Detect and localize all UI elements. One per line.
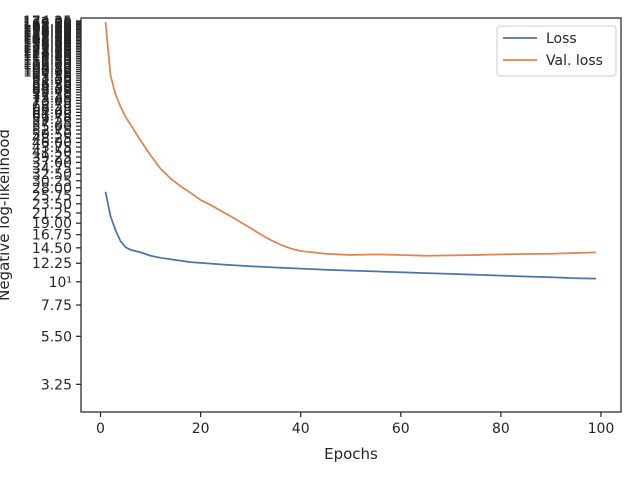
y-tick-label: 95.50 (32, 69, 72, 85)
y-tick-label: 158.50 (23, 23, 72, 39)
y-tick-label: 19.00 (32, 216, 72, 232)
y-tick-label: 129.25 (23, 41, 72, 57)
y-tick-label: 50.50 (32, 127, 72, 143)
x-tick-label: 40 (292, 421, 310, 437)
y-tick-label: 100.00 (23, 65, 72, 81)
series-layer (104, 22, 597, 280)
axes-frame (80, 17, 622, 413)
y-tick-label: 163.00 (23, 20, 72, 36)
y-tick-label: 109.00 (23, 57, 72, 73)
y-tick-label: 122.50 (23, 46, 72, 62)
y-tick-label: 7.75 (41, 298, 72, 314)
y-tick-label: 16.75 (32, 228, 72, 244)
y-tick-label: 104.50 (23, 61, 72, 77)
y-axis: 3.25 5.50 7.75 10¹ 12.2514.5016.7519.0021.25… (23, 14, 81, 393)
y-tick-label: 140.50 (23, 34, 72, 50)
y-tick-label: 41.50 (32, 145, 72, 161)
y-tick-label: 138.25 (23, 35, 72, 51)
y-tick-label: 59.50 (32, 112, 72, 128)
y-tick-label: 21.25 (32, 206, 72, 222)
y-tick-label: 73.00 (32, 93, 72, 109)
y-tick-label: 55.00 (32, 119, 72, 135)
y-tick-label: 79.75 (32, 85, 72, 101)
y-tick-label: 111.25 (23, 55, 72, 71)
y-tick-label: 91.00 (32, 73, 72, 89)
y-tick-label: 174.25 (23, 14, 72, 30)
y-tick-label: 34.75 (32, 161, 72, 177)
x-tick-label: 80 (492, 421, 510, 437)
y-tick-label: 46.00 (32, 136, 72, 152)
series-line-val-loss (104, 22, 597, 257)
y-tick-label: 48.25 (32, 131, 72, 147)
y-tick-label: 172.00 (23, 15, 72, 31)
y-tick-label: 118.00 (23, 50, 72, 66)
y-tick-label: 52.75 (32, 123, 72, 139)
y-tick-label: 86.50 (32, 78, 72, 94)
y-tick-label: 102.25 (23, 63, 72, 79)
y-tick-label: 147.25 (23, 29, 72, 45)
y-tick-label: 66.25 (32, 102, 72, 118)
y-tick-label: 142.75 (23, 32, 72, 48)
y-tick-label: 32.50 (32, 167, 72, 183)
legend: Loss Val. loss (496, 25, 617, 77)
y-tick-label: 145.00 (23, 31, 72, 47)
y-tick-label: 30.25 (32, 174, 72, 190)
y-tick-label: 64.00 (32, 105, 72, 121)
y-tick-label: 84.25 (32, 80, 72, 96)
y-tick-label: 93.25 (32, 71, 72, 87)
y-tick-label: 28.00 (32, 181, 72, 197)
y-tick-label: 124.75 (23, 44, 72, 60)
y-tick-label: 97.75 (32, 67, 72, 83)
y-tick-label: 165.25 (23, 19, 72, 35)
y-tick-label: 131.50 (23, 40, 72, 56)
y-tick-label: 120.25 (23, 48, 72, 64)
y-tick-label: 10¹ (49, 275, 72, 291)
y-tick-label: 23.50 (32, 197, 72, 213)
x-axis: 0 20 40 60 80 100 (96, 412, 614, 437)
y-tick-label: 25.75 (32, 188, 72, 204)
x-tick-label: 20 (192, 421, 210, 437)
y-tick-label: 154.00 (23, 25, 72, 41)
y-tick-label: 169.75 (23, 16, 72, 32)
y-tick-label: 68.50 (32, 99, 72, 115)
y-tick-label: 39.25 (32, 150, 72, 166)
y-tick-label: 149.50 (23, 28, 72, 44)
x-tick-label: 0 (96, 421, 105, 437)
x-tick-label: 60 (392, 421, 410, 437)
y-tick-label: 133.75 (23, 38, 72, 54)
y-tick-label: 77.50 (32, 88, 72, 104)
y-tick-label: 127.00 (23, 43, 72, 59)
y-tick-label: 37.00 (32, 155, 72, 171)
y-tick-label: 57.25 (32, 116, 72, 132)
legend-label-val-loss: Val. loss (546, 53, 603, 69)
y-tick-label: 136.00 (23, 37, 72, 53)
y-tick-label: 75.25 (32, 91, 72, 107)
y-tick-label: 156.25 (23, 24, 72, 40)
legend-label-loss: Loss (546, 31, 577, 47)
y-tick-label: 106.75 (23, 59, 72, 75)
y-tick-label: 82.00 (32, 83, 72, 99)
y-tick-label: 160.75 (23, 21, 72, 37)
y-tick-label: 70.75 (32, 96, 72, 112)
series-line-loss (104, 191, 596, 280)
y-tick-label: 14.50 (32, 241, 72, 257)
y-tick-label: 12.25 (32, 256, 72, 272)
y-tick-label: 43.75 (32, 140, 72, 156)
x-tick-label: 100 (588, 421, 615, 437)
y-tick-label: 167.50 (23, 18, 72, 34)
y-axis-label: Negative log-likelihood (0, 129, 13, 301)
y-tick-label: 151.75 (23, 27, 72, 43)
y-tick-label: 5.50 (41, 329, 72, 345)
x-axis-label: Epochs (324, 445, 378, 463)
y-tick-label: 61.75 (32, 109, 72, 125)
y-tick-label: 113.50 (23, 53, 72, 69)
y-tick-label: 3.25 (41, 377, 72, 393)
y-tick-label: 115.75 (23, 51, 72, 67)
y-tick-label: 88.75 (32, 76, 72, 92)
